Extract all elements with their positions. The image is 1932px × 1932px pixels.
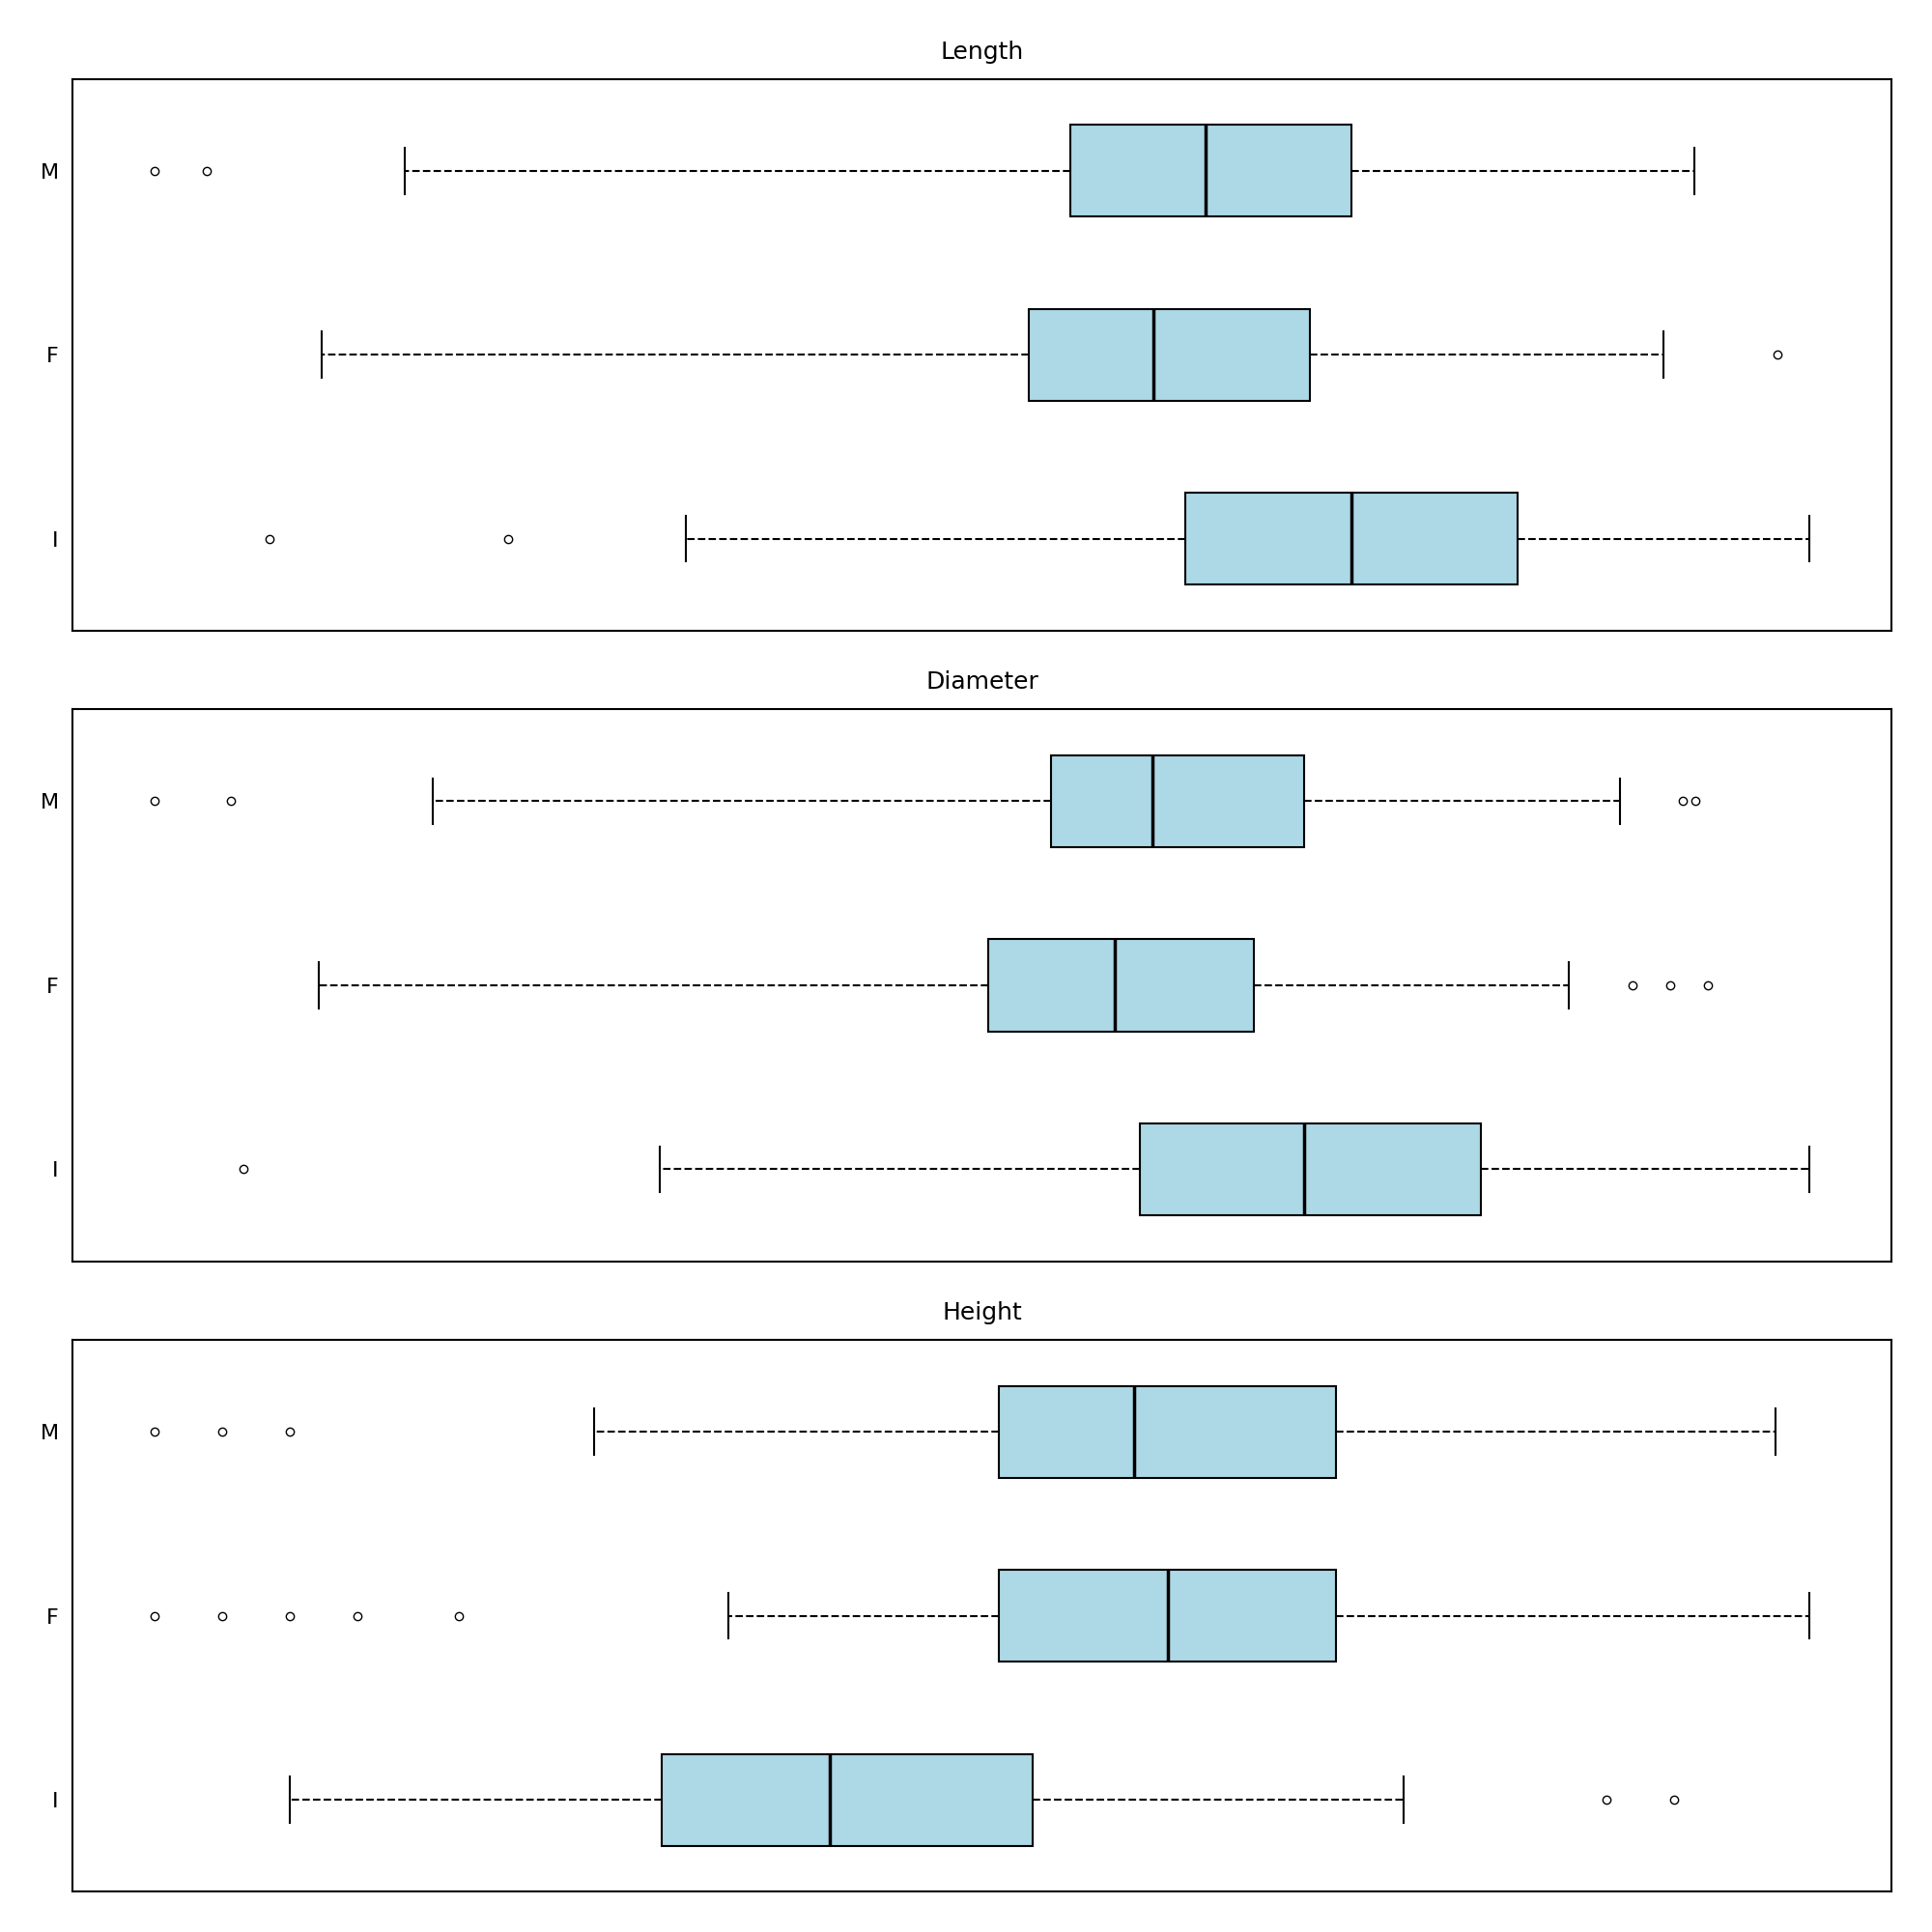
Title: Length: Length <box>941 41 1024 64</box>
PathPatch shape <box>1028 309 1310 400</box>
PathPatch shape <box>1184 493 1519 585</box>
PathPatch shape <box>1070 126 1350 216</box>
Title: Height: Height <box>943 1302 1022 1325</box>
PathPatch shape <box>1140 1122 1480 1215</box>
PathPatch shape <box>661 1754 1032 1845</box>
Title: Diameter: Diameter <box>925 670 1037 694</box>
PathPatch shape <box>999 1385 1337 1478</box>
PathPatch shape <box>999 1571 1337 1662</box>
PathPatch shape <box>1051 755 1304 848</box>
PathPatch shape <box>989 939 1254 1032</box>
